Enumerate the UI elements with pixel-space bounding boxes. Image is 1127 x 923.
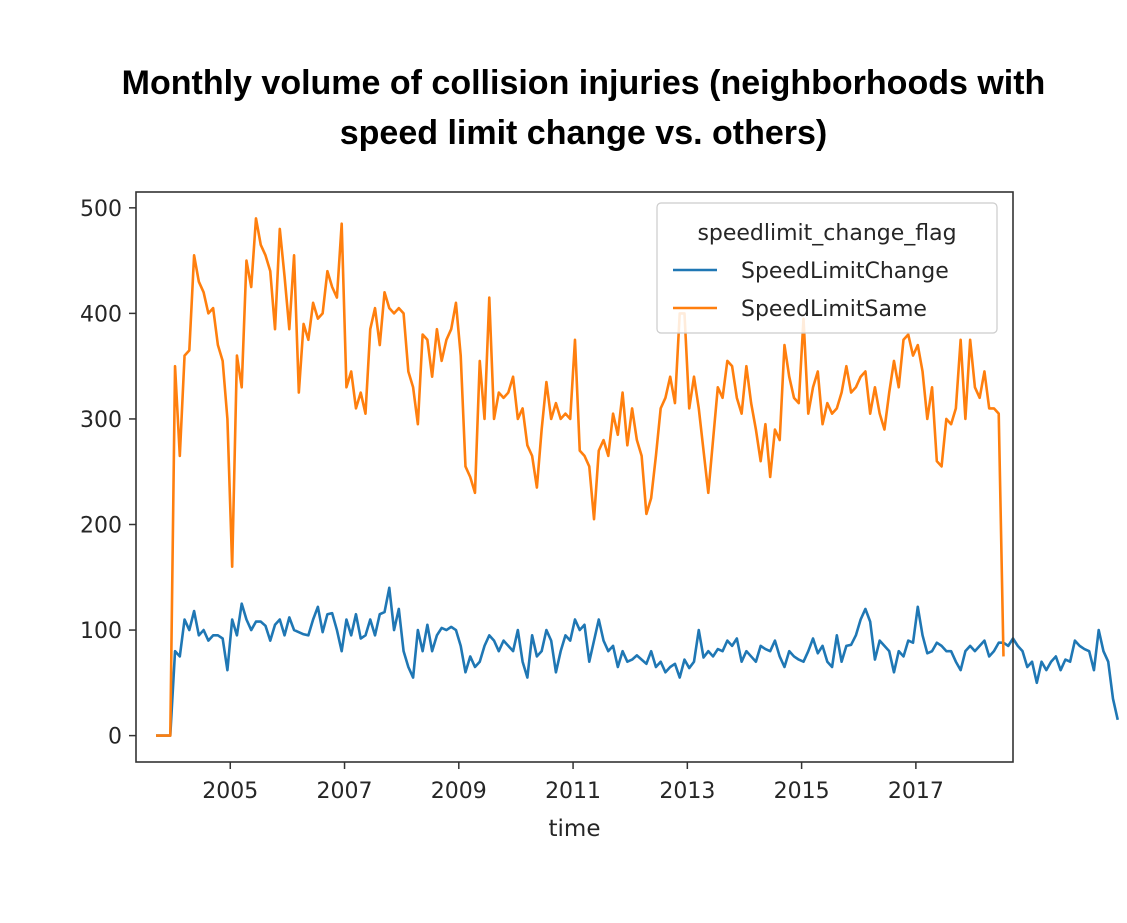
legend-box xyxy=(656,202,998,334)
x-tick-label: 2015 xyxy=(774,779,830,804)
chart-title-line-1: Monthly volume of collision injuries (ne… xyxy=(121,64,1046,102)
series-line-1 xyxy=(156,586,1120,737)
y-tick-label: 400 xyxy=(80,302,122,327)
plot-area xyxy=(135,191,1120,763)
y-tick-label: 500 xyxy=(80,197,122,222)
chart-title: Monthly volume of collision injuries (ne… xyxy=(40,58,1127,158)
y-axis: 0 100 200 300 400 500 xyxy=(80,197,136,750)
x-tick-label: 2017 xyxy=(888,779,944,804)
legend-entry: SpeedLimitSame xyxy=(741,297,927,322)
y-tick-label: 100 xyxy=(80,619,122,644)
plot-frame xyxy=(135,191,1014,763)
x-tick-label: 2007 xyxy=(317,779,373,804)
y-tick-label: 300 xyxy=(80,408,122,433)
x-axis-label: time xyxy=(549,816,601,842)
x-tick-label: 2009 xyxy=(431,779,487,804)
x-tick-label: 2013 xyxy=(659,779,715,804)
x-tick-label: 2011 xyxy=(545,779,601,804)
legend-entry: SpeedLimitChange xyxy=(741,259,949,284)
legend: speedlimit_change_flag SpeedLimitChange Sp… xyxy=(656,202,998,334)
x-axis: 2005 2007 2009 2011 2013 2015 2017 xyxy=(202,762,944,804)
legend-title: speedlimit_change_flag xyxy=(697,221,956,246)
series-line-2 xyxy=(156,217,1005,737)
x-tick-label: 2005 xyxy=(202,779,258,804)
y-tick-label: 200 xyxy=(80,514,122,539)
chart-title-line-2: speed limit change vs. others) xyxy=(339,114,828,152)
y-tick-label: 0 xyxy=(108,725,122,750)
